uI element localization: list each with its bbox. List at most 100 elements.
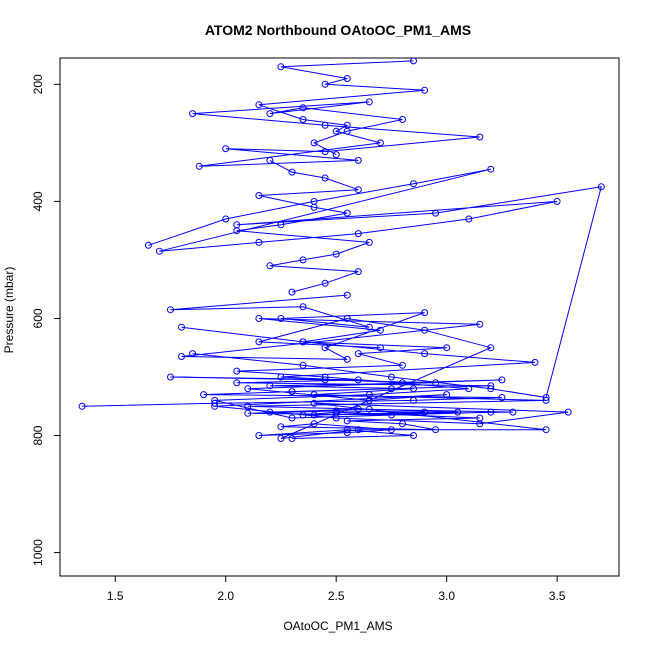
series-line: [236, 159, 370, 293]
y-tick-label: 1000: [31, 539, 45, 566]
data-point: [343, 355, 351, 363]
data-point: [255, 238, 263, 246]
data-point: [332, 127, 340, 135]
series-line: [181, 317, 569, 439]
data-point: [167, 373, 174, 381]
data-point: [255, 315, 263, 322]
data-point: [365, 98, 373, 106]
data-point: [189, 110, 197, 118]
data-point: [266, 262, 274, 270]
data-point: [321, 279, 329, 287]
data-point: [476, 133, 484, 141]
data-point: [476, 420, 484, 428]
data-point: [144, 241, 152, 249]
data-point: [399, 361, 406, 369]
data-point: [288, 288, 296, 296]
data-point: [332, 151, 340, 159]
y-tick-label: 200: [31, 74, 45, 94]
data-point: [421, 309, 429, 317]
data-point: [244, 409, 252, 417]
data-point: [255, 432, 263, 439]
y-tick-label: 800: [31, 425, 45, 445]
data-point: [487, 165, 495, 173]
data-point: [299, 361, 307, 369]
data-point: [195, 162, 203, 170]
data-point: [277, 373, 285, 381]
data-point: [421, 350, 429, 358]
chart-title: ATOM2 Northbound OAtoOC_PM1_AMS: [205, 22, 471, 38]
data-point: [321, 148, 329, 156]
data-point: [343, 315, 351, 322]
data-point: [277, 435, 285, 442]
plot-frame: [59, 57, 620, 577]
data-point: [376, 326, 384, 334]
data-point: [376, 344, 384, 352]
data-layer: [78, 58, 605, 442]
data-point: [365, 238, 373, 246]
data-point: [343, 75, 351, 82]
data-point: [288, 435, 296, 442]
data-point: [321, 121, 329, 129]
data-point: [332, 414, 340, 422]
data-point: [597, 183, 605, 191]
data-point: [299, 303, 307, 311]
data-point: [376, 139, 384, 147]
data-point: [454, 408, 462, 416]
data-point: [255, 101, 263, 109]
data-point: [509, 408, 517, 416]
data-point: [310, 197, 318, 205]
x-tick-label: 2.5: [328, 589, 345, 603]
data-point: [78, 402, 86, 410]
x-tick-label: 3.5: [549, 589, 566, 603]
data-point: [343, 291, 351, 299]
data-point: [343, 121, 351, 129]
y-axis: 200 400 600 800 1000: [31, 74, 60, 566]
data-point: [288, 414, 296, 422]
x-axis: 1.5 2.0 2.5 3.0 3.5: [107, 576, 566, 603]
series-line: [192, 60, 480, 167]
data-point: [354, 350, 362, 358]
data-point: [542, 426, 550, 434]
data-point: [542, 394, 550, 401]
data-point: [399, 116, 406, 123]
data-point: [332, 250, 340, 258]
data-point: [233, 221, 241, 229]
x-tick-label: 2.0: [217, 589, 234, 603]
data-point: [365, 396, 373, 404]
data-point: [421, 86, 429, 94]
data-point: [200, 391, 208, 399]
data-point: [365, 323, 373, 331]
data-point: [299, 256, 307, 264]
data-point: [299, 116, 307, 123]
data-point: [343, 209, 351, 217]
data-point: [553, 197, 561, 205]
y-axis-label: Pressure (mbar): [2, 267, 16, 354]
data-point: [443, 344, 451, 352]
data-point: [222, 145, 230, 153]
data-point: [310, 139, 318, 147]
data-point: [255, 192, 263, 199]
data-point: [222, 215, 230, 223]
data-point: [354, 156, 362, 164]
data-point: [498, 394, 506, 401]
data-point: [167, 306, 174, 314]
data-point: [387, 385, 395, 393]
x-tick-label: 3.0: [438, 589, 455, 603]
data-point: [476, 320, 484, 328]
data-point: [277, 315, 285, 322]
data-point: [155, 247, 163, 255]
data-point: [564, 408, 572, 416]
data-point: [354, 405, 362, 413]
y-tick-label: 400: [31, 191, 45, 211]
data-point: [487, 344, 495, 352]
data-point: [178, 353, 185, 360]
data-point: [310, 411, 318, 419]
x-tick-label: 1.5: [107, 589, 124, 603]
series-line: [82, 376, 547, 439]
data-point: [410, 432, 417, 439]
data-point: [354, 230, 362, 238]
data-point: [410, 180, 417, 188]
data-point: [387, 373, 395, 381]
data-point: [354, 186, 362, 194]
